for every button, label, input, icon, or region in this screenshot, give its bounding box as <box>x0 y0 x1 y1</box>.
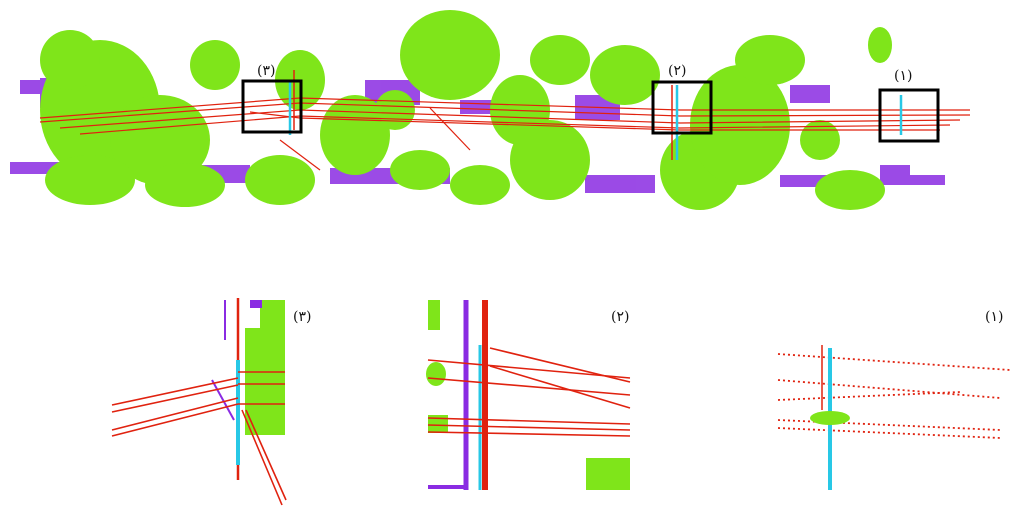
detail-2-label: (٢) <box>611 309 629 325</box>
frame-1 <box>878 88 940 143</box>
detail-1-label: (١) <box>985 309 1003 325</box>
frame-3 <box>241 79 303 134</box>
vegetation-points <box>40 10 892 210</box>
frame-2 <box>651 80 713 135</box>
frame-3-label: (٣) <box>257 63 275 79</box>
detail-2: (٢) <box>426 300 631 490</box>
overview-scene: (٣) (٢) (١) <box>10 10 971 210</box>
pole-points <box>288 82 903 160</box>
detail-3: (٣) <box>111 298 311 506</box>
detail-1-wires <box>777 353 1011 439</box>
frame-1-label: (١) <box>894 68 912 84</box>
wire-points <box>39 97 971 171</box>
detail-3-wires <box>111 371 287 506</box>
detail-3-label: (٣) <box>293 309 311 325</box>
detail-1: (١) <box>777 309 1011 490</box>
frame-2-label: (٢) <box>668 63 686 79</box>
selection-frames <box>241 79 940 143</box>
detail-2-wires <box>427 347 631 437</box>
